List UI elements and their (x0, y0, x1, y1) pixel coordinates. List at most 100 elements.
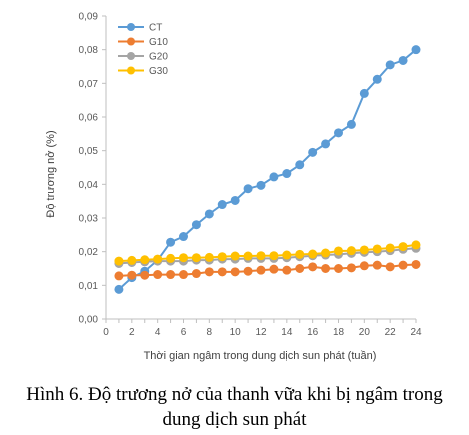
data-point (114, 271, 124, 281)
x-tick-label: 10 (230, 327, 242, 338)
legend-item-g10: G10 (118, 37, 168, 48)
y-tick-label: 0,01 (79, 281, 99, 292)
legend-label: G30 (149, 66, 168, 77)
data-point (282, 250, 292, 260)
data-point (372, 244, 382, 254)
data-point (166, 270, 176, 280)
data-point (217, 200, 227, 210)
data-point (140, 255, 150, 265)
legend-swatch-marker (127, 23, 135, 31)
x-tick-label: 16 (307, 327, 319, 338)
data-point (256, 251, 266, 261)
data-point (359, 88, 369, 98)
data-point (282, 169, 292, 179)
data-point (334, 264, 343, 273)
y-tick-label: 0,00 (79, 315, 99, 326)
data-point (166, 253, 176, 263)
data-point (295, 264, 305, 273)
x-tick-label: 2 (129, 327, 135, 338)
data-point (398, 260, 408, 270)
x-tick-label: 18 (333, 327, 345, 338)
y-tick-label: 0,08 (79, 45, 99, 56)
data-point (308, 249, 318, 259)
data-point (308, 262, 318, 272)
data-point (256, 180, 266, 190)
data-point (217, 267, 227, 277)
legend-label: G10 (149, 37, 168, 48)
x-tick-label: 4 (155, 327, 161, 338)
data-point (230, 251, 240, 261)
x-tick-label: 14 (281, 327, 293, 338)
data-point (359, 245, 369, 255)
data-point (127, 270, 137, 280)
figure-caption-line2: dung dịch sun phát (162, 409, 307, 430)
data-point (346, 119, 356, 129)
data-point (321, 264, 331, 273)
data-point (179, 232, 188, 242)
data-point (346, 246, 356, 256)
data-point (191, 269, 201, 279)
data-point (411, 240, 421, 250)
x-tick-label: 20 (359, 327, 371, 338)
legend-swatch-marker (127, 37, 135, 46)
series-ct (114, 45, 421, 294)
data-point (243, 184, 253, 194)
legend: CT G10 G20 G30 (118, 23, 168, 77)
data-point (204, 252, 214, 262)
data-point (295, 160, 305, 170)
data-point (269, 172, 279, 182)
legend-item-g30: G30 (118, 66, 168, 77)
data-point (321, 248, 331, 258)
x-tick-label: 8 (207, 327, 213, 338)
x-axis-ticks: 0 2 4 6 8 10 12 14 16 18 20 22 24 (103, 319, 422, 338)
x-tick-label: 12 (255, 327, 267, 338)
x-tick-label: 22 (385, 327, 397, 338)
y-tick-label: 0,06 (79, 113, 99, 124)
data-point (204, 209, 214, 219)
data-point (140, 270, 150, 280)
x-tick-label: 0 (103, 327, 109, 338)
data-point (411, 45, 421, 55)
series-g10 (114, 259, 421, 281)
data-point (308, 147, 318, 157)
figure-caption-line1: Hình 6. Độ trương nở của thanh vữa khi b… (26, 384, 443, 405)
data-point (372, 260, 382, 270)
data-point (166, 237, 176, 247)
legend-label: G20 (149, 52, 168, 63)
data-point (243, 251, 253, 261)
legend-label: CT (149, 23, 162, 34)
data-point (179, 253, 188, 263)
data-point (191, 220, 201, 230)
data-point (114, 256, 124, 266)
y-tick-label: 0,02 (79, 247, 99, 258)
legend-swatch-marker (127, 52, 135, 60)
data-point (295, 249, 305, 259)
data-point (153, 254, 163, 264)
legend-item-g20: G20 (118, 52, 168, 63)
data-point (359, 261, 369, 271)
data-point (385, 60, 395, 70)
x-tick-label: 6 (181, 327, 187, 338)
series-g30 (114, 240, 421, 266)
y-axis-ticks: 0,00 0,01 0,02 0,03 0,04 0,05 0,06 0,07 0,08 0,09 (79, 12, 106, 326)
x-axis-title: Thời gian ngâm trong dung dịch sun phát … (144, 350, 377, 362)
data-point (127, 255, 137, 265)
data-point (398, 242, 408, 252)
data-point (256, 265, 266, 275)
series-line (118, 263, 417, 277)
data-point (334, 246, 343, 256)
data-point (179, 270, 188, 280)
series-line (118, 48, 417, 291)
data-point (398, 55, 408, 65)
data-point (191, 253, 201, 263)
y-tick-label: 0,09 (79, 12, 99, 23)
y-tick-label: 0,04 (79, 180, 99, 191)
series-layer (114, 45, 421, 294)
data-point (334, 128, 343, 138)
data-point (346, 263, 356, 273)
data-point (243, 266, 253, 276)
data-point (153, 270, 163, 280)
data-point (372, 74, 382, 84)
x-tick-label: 24 (410, 327, 422, 338)
data-point (230, 267, 240, 277)
